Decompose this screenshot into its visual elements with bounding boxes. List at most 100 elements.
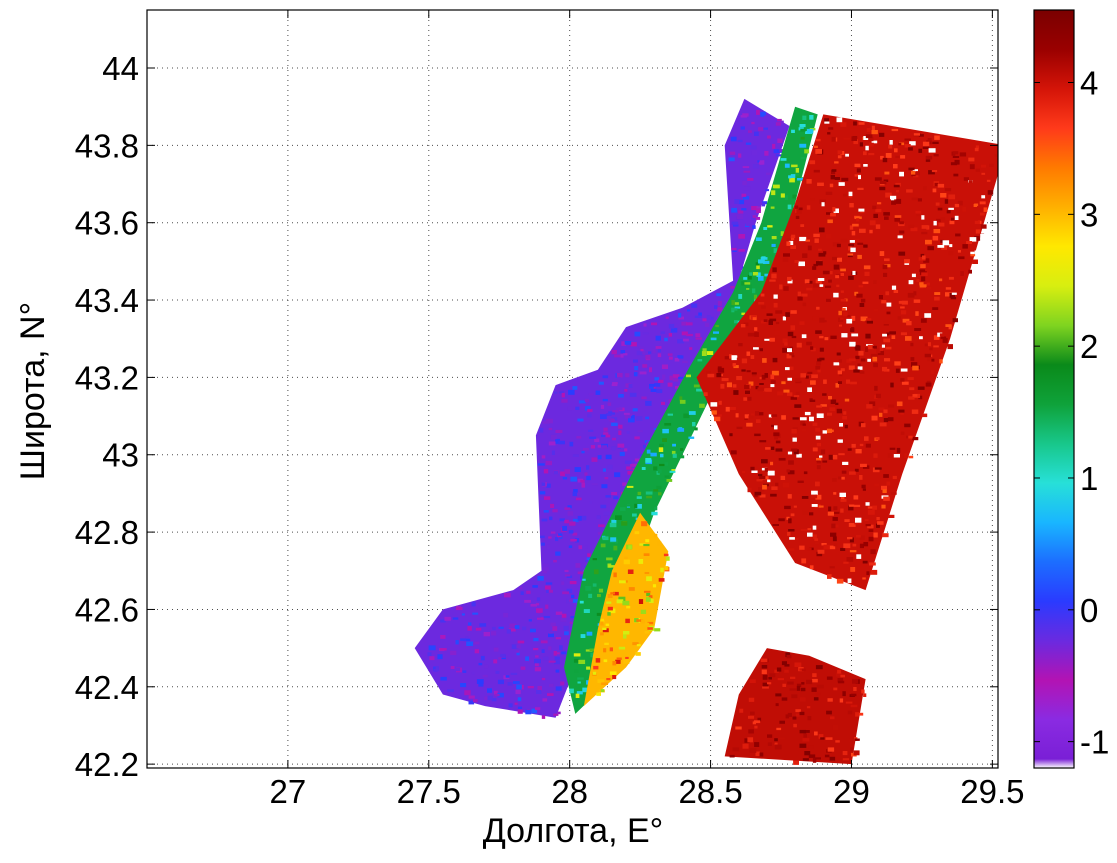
data-cell: [611, 446, 616, 451]
data-cell: [807, 528, 812, 531]
data-cell: [886, 481, 891, 486]
data-cell: [830, 399, 837, 404]
data-cell: [602, 627, 607, 630]
data-cell: [756, 479, 763, 482]
data-cell: [940, 217, 946, 221]
data-cell: [514, 702, 518, 705]
data-cell: [468, 700, 475, 705]
data-cell: [768, 320, 773, 325]
data-cell: [551, 450, 555, 455]
data-cell: [837, 669, 842, 674]
data-cell: [634, 458, 640, 462]
data-cell: [937, 245, 945, 248]
data-cell: [810, 494, 818, 499]
data-cell: [625, 618, 630, 624]
data-cell: [600, 632, 604, 636]
data-cell: [878, 407, 885, 411]
data-cell: [814, 538, 819, 541]
data-cell: [738, 234, 746, 239]
data-cell: [824, 337, 829, 341]
data-cell: [752, 215, 756, 218]
data-cell: [839, 373, 843, 377]
data-cell: [875, 437, 880, 440]
data-cell: [864, 271, 870, 276]
data-cell: [741, 470, 746, 474]
data-cell: [931, 358, 935, 362]
data-cell: [725, 406, 730, 412]
data-cell: [748, 381, 754, 386]
data-cell: [928, 148, 936, 153]
data-cell: [819, 284, 824, 287]
data-cell: [843, 257, 848, 262]
data-cell: [772, 143, 776, 149]
data-cell: [539, 491, 546, 495]
data-cell: [857, 254, 862, 259]
data-cell: [613, 572, 617, 578]
data-cell: [761, 467, 768, 471]
data-cell: [786, 241, 791, 246]
data-cell: [875, 208, 882, 213]
data-cell: [872, 356, 878, 362]
data-cell: [598, 588, 604, 593]
data-cell: [746, 422, 753, 427]
data-cell: [954, 159, 960, 165]
data-cell: [709, 316, 714, 320]
data-cell: [786, 516, 790, 520]
data-cell: [562, 477, 568, 480]
data-cell: [867, 344, 874, 350]
data-cell: [568, 389, 575, 395]
data-cell: [799, 236, 807, 242]
data-cell: [775, 321, 780, 325]
data-cell: [660, 331, 665, 334]
data-cell: [597, 532, 605, 535]
data-cell: [799, 143, 807, 148]
data-cell: [526, 590, 531, 594]
data-cell: [797, 178, 804, 181]
data-cell: [758, 302, 765, 305]
data-cell: [890, 195, 897, 200]
data-cell: [748, 697, 755, 702]
data-cell: [749, 679, 756, 683]
data-cell: [883, 474, 889, 478]
data-cell: [813, 283, 820, 288]
data-cell: [816, 306, 820, 310]
data-cell: [688, 436, 695, 439]
data-cell: [592, 583, 597, 587]
y-tick-label: 42.8: [75, 514, 139, 551]
data-cell: [620, 350, 626, 354]
data-cell: [554, 652, 560, 655]
data-cell: [900, 411, 904, 415]
data-cell: [576, 436, 582, 439]
data-cell: [612, 382, 618, 385]
data-cell: [832, 207, 836, 212]
data-cell: [754, 332, 759, 337]
data-cell: [655, 335, 661, 341]
data-cell: [859, 371, 865, 374]
data-cell: [621, 521, 628, 526]
data-cell: [695, 337, 702, 340]
data-cell: [564, 519, 569, 524]
data-cell: [920, 318, 927, 323]
data-cell: [662, 438, 667, 442]
data-cell: [794, 537, 799, 540]
data-cell: [791, 234, 796, 238]
data-cell: [596, 515, 601, 519]
data-cell: [952, 318, 958, 323]
data-cell: [836, 578, 844, 584]
data-cell: [824, 754, 830, 758]
data-cell: [843, 193, 847, 197]
data-cell: [814, 731, 818, 736]
x-tick-label: 27: [270, 773, 307, 810]
data-cell: [948, 207, 954, 210]
data-cell: [972, 259, 978, 264]
data-cell: [575, 693, 580, 698]
data-cell: [642, 364, 648, 368]
data-cell: [534, 661, 539, 667]
data-cell: [840, 238, 848, 243]
data-cell: [735, 413, 739, 418]
data-cell: [517, 697, 522, 702]
data-cell: [729, 406, 736, 410]
data-cell: [760, 658, 768, 662]
data-cell: [738, 343, 743, 347]
data-cell: [761, 374, 766, 380]
